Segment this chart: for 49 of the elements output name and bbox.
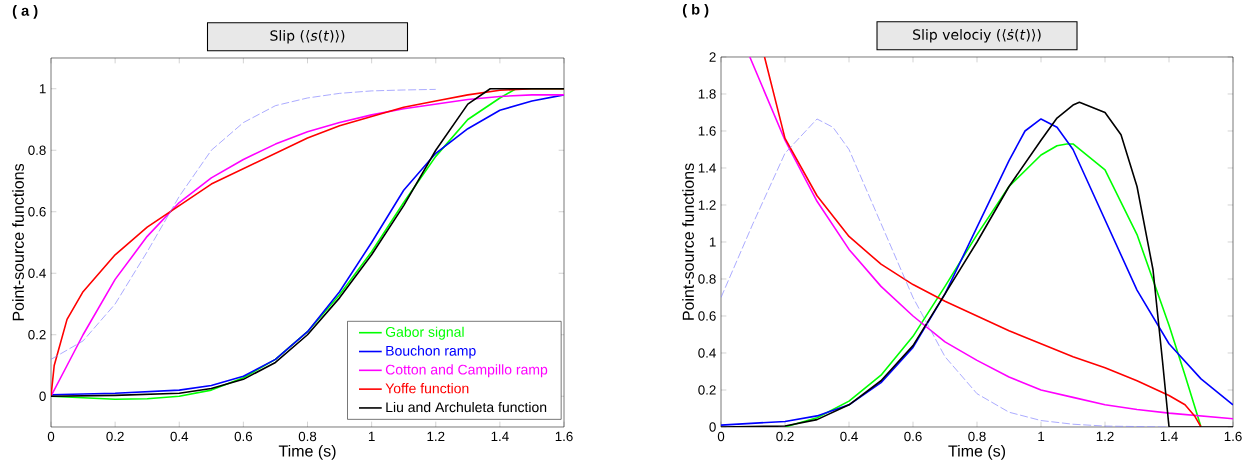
y-tick-label: 0: [39, 391, 46, 401]
x-axis-title: Time (s): [948, 444, 1006, 460]
legend-label: Liu and Archuleta function: [386, 401, 547, 413]
x-tick-label: 1: [1038, 431, 1045, 441]
line-series: [784, 143, 1202, 427]
legend-label: Gabor signal: [385, 326, 464, 340]
x-axis-title: Time (s): [278, 444, 336, 460]
x-tick-label: 1: [368, 431, 375, 441]
y-tick-label: 0.2: [28, 330, 46, 340]
chart-title: Slip velociy (⟨ṡ(t)⟩): [913, 29, 1041, 43]
x-tick-label: 1.4: [491, 431, 509, 441]
x-tick-label: 0.2: [776, 431, 794, 442]
x-tick-label: 1.2: [427, 431, 445, 442]
y-tick-label: 0.2: [698, 385, 716, 395]
legend-label: Yoffe function: [385, 383, 469, 394]
y-tick-label: 0.6: [698, 311, 716, 321]
x-tick-label: 0: [47, 431, 55, 442]
x-tick-label: 0.6: [234, 431, 253, 442]
y-tick-label: 0.4: [28, 268, 46, 278]
x-tick-label: 1.6: [1224, 431, 1242, 442]
legend-label: Bouchon ramp: [386, 345, 476, 359]
y-tick-label: 0.6: [28, 207, 46, 217]
text: ( b ): [682, 3, 709, 18]
text: ( a ): [12, 5, 38, 19]
y-tick-label: 0.8: [698, 274, 716, 284]
y-tick-label: 0.4: [698, 348, 716, 358]
x-tick-label: 0.8: [968, 431, 986, 442]
x-tick-label: 0.4: [840, 431, 858, 442]
y-tick-label: 1: [709, 237, 716, 247]
y-axis-title: Point-source functions: [12, 163, 24, 321]
x-tick-label: 1.2: [1096, 431, 1114, 442]
x-tick-label: 0: [717, 431, 725, 442]
y-tick-label: 1.6: [698, 126, 716, 136]
y-tick-label: 2: [709, 52, 716, 62]
x-tick-label: 0.2: [106, 431, 124, 442]
x-tick-label: 1.6: [555, 431, 573, 442]
y-tick-label: 1.8: [698, 89, 716, 99]
x-tick-label: 0.6: [904, 431, 922, 442]
y-axis-title: Point-source functions: [682, 163, 694, 320]
x-tick-label: 1.4: [1160, 431, 1178, 441]
y-tick-label: 1.2: [698, 200, 716, 210]
y-tick-label: 0: [709, 422, 716, 432]
legend-label: Cotton and Campillo ramp: [385, 364, 548, 378]
x-tick-label: 0.4: [170, 431, 189, 442]
y-tick-label: 1.4: [698, 163, 716, 173]
chart-title: Slip (⟨s(t)⟩): [270, 30, 345, 44]
y-tick-label: 1: [39, 84, 46, 94]
y-tick-label: 0.8: [28, 145, 46, 155]
x-tick-label: 0.8: [298, 431, 317, 442]
